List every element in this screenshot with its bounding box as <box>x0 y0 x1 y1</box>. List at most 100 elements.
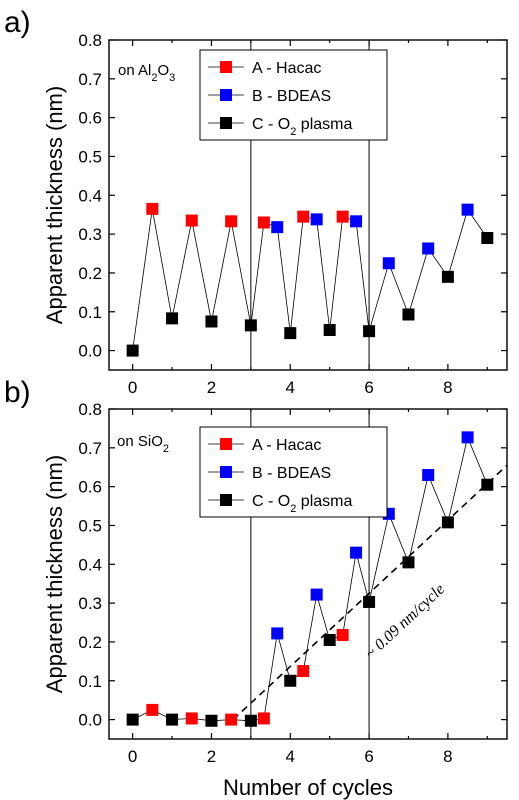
panel-b-point-12 <box>323 634 336 646</box>
panel-b-legend-marker-1 <box>220 466 232 478</box>
panel-a-point-7 <box>257 216 270 229</box>
panel-b-point-1 <box>146 703 159 716</box>
panel-b-legend-marker-0 <box>220 438 232 450</box>
panel-a-point-18 <box>422 242 435 255</box>
panel-a-point-5 <box>225 215 238 228</box>
panel-b-legend-text-2: C - O2 plasma <box>252 493 352 515</box>
panel-a-ytick-label-5: 0.5 <box>78 147 102 166</box>
panel-a-point-4 <box>205 315 218 328</box>
panel-b-ytick-label-1: 0.1 <box>78 672 102 691</box>
panel-a-axes-frame <box>108 39 508 371</box>
panel-a-legend-text-suffix: plasma <box>296 116 352 133</box>
panel-a-substrate-text: on Al <box>118 62 151 79</box>
panel-b-ytick-label-3: 0.3 <box>78 594 102 613</box>
panel-b-point-7 <box>257 712 270 725</box>
panel-b-point-21 <box>481 478 494 491</box>
panel-b-point-6 <box>244 714 257 727</box>
panel-a-substrate-label: on Al2O3 <box>118 62 175 84</box>
panel-a-point-8 <box>271 221 284 234</box>
panel-a-ytick-label-3: 0.3 <box>78 225 102 244</box>
panel-a-label: a) <box>4 6 31 39</box>
panel-a-point-21 <box>481 232 494 244</box>
panel-b-ytick-label-5: 0.5 <box>78 516 102 535</box>
panel-a-ytick-label-0: 0.0 <box>78 342 102 361</box>
panel-b-xtick-label-4: 8 <box>443 747 452 766</box>
panel-a-point-3 <box>185 214 198 227</box>
panel-a-point-12 <box>323 324 336 337</box>
panel-b-point-11 <box>310 588 323 601</box>
panel-b-substrate-label: on SiO2 <box>117 433 169 455</box>
panel-b-ytick-label-6: 0.6 <box>78 478 102 497</box>
panel-b-slope-annotation: ~ 0.09 nm/cycle <box>362 581 448 663</box>
panel-a-point-1 <box>146 202 159 215</box>
panel-b-legend-text-0: A - Hacac <box>252 437 321 454</box>
panel-a-ytick-label-1: 0.1 <box>78 303 102 322</box>
panel-b-point-5 <box>225 713 238 726</box>
panel-a-ytick-label-2: 0.2 <box>78 264 102 283</box>
panel-b-ylabel: Apparent thickness (nm) <box>42 455 67 693</box>
panel-a-point-6 <box>244 319 257 332</box>
panel-b-xtick-label-2: 4 <box>286 747 295 766</box>
panel-a-xtick-label-1: 2 <box>207 378 216 397</box>
panel-b-ytick-label-2: 0.2 <box>78 633 102 652</box>
panel-a-ylabel: Apparent thickness (nm) <box>42 86 67 324</box>
panel-a-legend-text-sub: 2 <box>290 126 296 138</box>
panel-a-point-0 <box>126 344 139 357</box>
panel-a-point-2 <box>166 312 179 325</box>
panel-b-ytick-label-0: 0.0 <box>78 711 102 730</box>
panel-b-substrate-sub: 2 <box>163 443 169 455</box>
panel-b-point-2 <box>166 713 179 726</box>
panel-b-point-19 <box>441 516 454 529</box>
panel-a-xtick-label-3: 6 <box>364 378 373 397</box>
panel-b-ytick-label-7: 0.7 <box>78 439 102 458</box>
panel-b-ytick-label-4: 0.4 <box>78 555 102 574</box>
panel-a-substrate-sub-2: 3 <box>169 72 175 84</box>
panel-a-substrate-sub: 2 <box>151 72 157 84</box>
panel-b-legend-text-prefix: C - O <box>252 493 290 510</box>
panel-a-xtick-label-4: 8 <box>443 378 452 397</box>
panel-a-xtick-label-0: 0 <box>128 378 137 397</box>
panel-b-point-20 <box>461 431 474 444</box>
panel-b-point-18 <box>422 469 435 481</box>
panel-a-substrate-text-2: O <box>158 62 170 79</box>
panel-a-point-9 <box>284 327 297 340</box>
panel-b-point-14 <box>350 546 363 559</box>
panel-b-point-17 <box>402 556 415 569</box>
panel-b-point-3 <box>185 712 198 725</box>
panel-b-point-0 <box>126 713 139 726</box>
panel-b-legend-text-1: B - BDEAS <box>252 465 331 482</box>
panel-b-point-10 <box>297 665 310 678</box>
panel-b-xtick-label-1: 2 <box>207 747 216 766</box>
panel-b-fit-line <box>232 464 508 721</box>
panel-b-series-line <box>132 435 488 722</box>
panel-a-point-15 <box>363 325 376 338</box>
panel-a-legend-text-0: A - Hacac <box>252 60 321 77</box>
panel-a-point-14 <box>350 215 363 228</box>
panel-b-xtick-label-3: 6 <box>364 747 373 766</box>
panel-a-ytick-label-6: 0.6 <box>78 109 102 128</box>
panel-a-legend-text-1: B - BDEAS <box>252 88 331 105</box>
panel-a-point-16 <box>382 257 395 270</box>
panel-a-legend-marker-0 <box>220 61 232 73</box>
panel-b-legend-marker-2 <box>220 494 232 506</box>
panel-b-xlabel: Number of cycles <box>223 775 393 800</box>
panel-a-point-17 <box>402 308 415 321</box>
panel-a-legend-text-2: C - O2 plasma <box>252 116 352 138</box>
panel-a-point-10 <box>297 210 310 223</box>
panel-b-point-9 <box>284 674 297 687</box>
panel-b-xtick-label-0: 0 <box>128 747 137 766</box>
panel-a-legend-text-prefix: C - O <box>252 116 290 133</box>
panel-b-legend-text-sub: 2 <box>290 503 296 515</box>
panel-b-point-8 <box>271 627 284 640</box>
panel-a-series-line <box>132 208 488 351</box>
panel-b-point-15 <box>363 595 376 608</box>
panel-a-point-11 <box>310 213 323 226</box>
panel-b-point-16 <box>382 507 395 520</box>
panel-b-legend-text-suffix: plasma <box>296 493 352 510</box>
panel-a-xtick-label-2: 4 <box>286 378 295 397</box>
panel-b-ytick-label-8: 0.8 <box>78 400 102 419</box>
panel-b-axes-frame <box>108 408 508 740</box>
panel-a-ytick-label-7: 0.7 <box>78 70 102 89</box>
panel-b-label: b) <box>4 376 31 409</box>
